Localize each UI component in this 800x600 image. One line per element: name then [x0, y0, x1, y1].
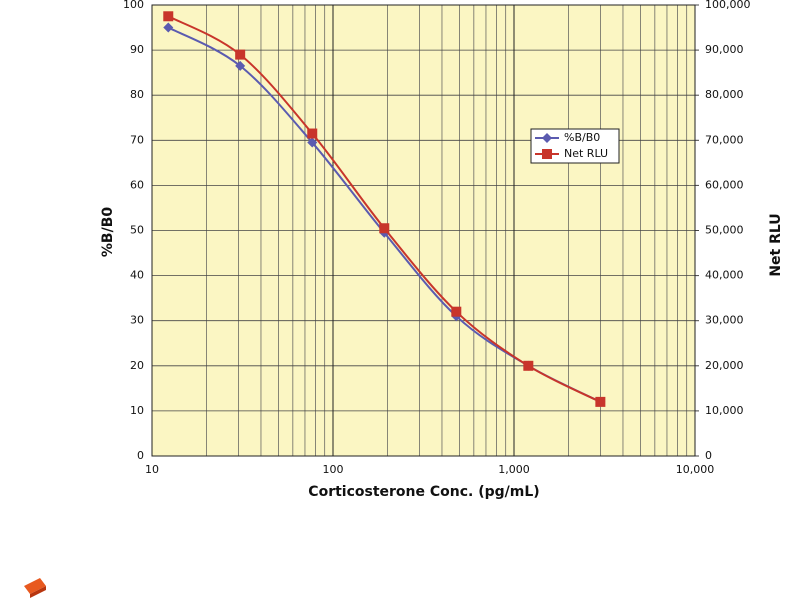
y2-tick-label: 10,000 [705, 404, 744, 417]
marker [542, 149, 552, 159]
marker [307, 128, 318, 139]
x-tick-label: 10,000 [676, 463, 715, 476]
marker [307, 137, 318, 148]
plot-frame [151, 4, 696, 457]
y-tick-label: 50 [130, 224, 144, 237]
y2-tick-label: 80,000 [705, 88, 744, 101]
y-tick-label: 70 [130, 133, 144, 146]
y-tick-label: 60 [130, 178, 144, 191]
marker [379, 223, 390, 234]
marker [163, 22, 174, 33]
y-tick-label: 80 [130, 88, 144, 101]
y2-tick-label: 100,000 [705, 0, 751, 11]
y-tick-label: 30 [130, 314, 144, 327]
y-tick-label: 0 [137, 449, 144, 462]
x-tick-label: 10 [145, 463, 159, 476]
y2-tick-label: 40,000 [705, 269, 744, 282]
y2-tick-label: 90,000 [705, 43, 744, 56]
y-tick-label: 20 [130, 359, 144, 372]
logo [24, 578, 46, 598]
y2-tick-label: 30,000 [705, 314, 744, 327]
y2-tick-label: 50,000 [705, 224, 744, 237]
marker [235, 49, 246, 60]
legend-label: %B/B0 [564, 131, 600, 144]
marker [451, 306, 462, 317]
y-tick-label: 40 [130, 269, 144, 282]
y-tick-label: 90 [130, 43, 144, 56]
y-axis-title: %B/B0 [100, 207, 116, 257]
y-tick-label: 100 [123, 0, 144, 11]
x-tick-label: 100 [323, 463, 344, 476]
y2-tick-label: 20,000 [705, 359, 744, 372]
marker [595, 396, 606, 407]
y2-tick-label: 70,000 [705, 133, 744, 146]
x-axis-title: Corticosterone Conc. (pg/mL) [308, 484, 539, 500]
marker [163, 11, 174, 22]
legend-label: Net RLU [564, 147, 608, 160]
y2-tick-label: 60,000 [705, 178, 744, 191]
marker [523, 360, 534, 371]
marker [235, 60, 246, 71]
y-tick-label: 10 [130, 404, 144, 417]
y2-axis-title: Net RLU [768, 213, 784, 276]
x-tick-label: 1,000 [498, 463, 530, 476]
marker [542, 133, 552, 143]
y2-tick-label: 0 [705, 449, 712, 462]
